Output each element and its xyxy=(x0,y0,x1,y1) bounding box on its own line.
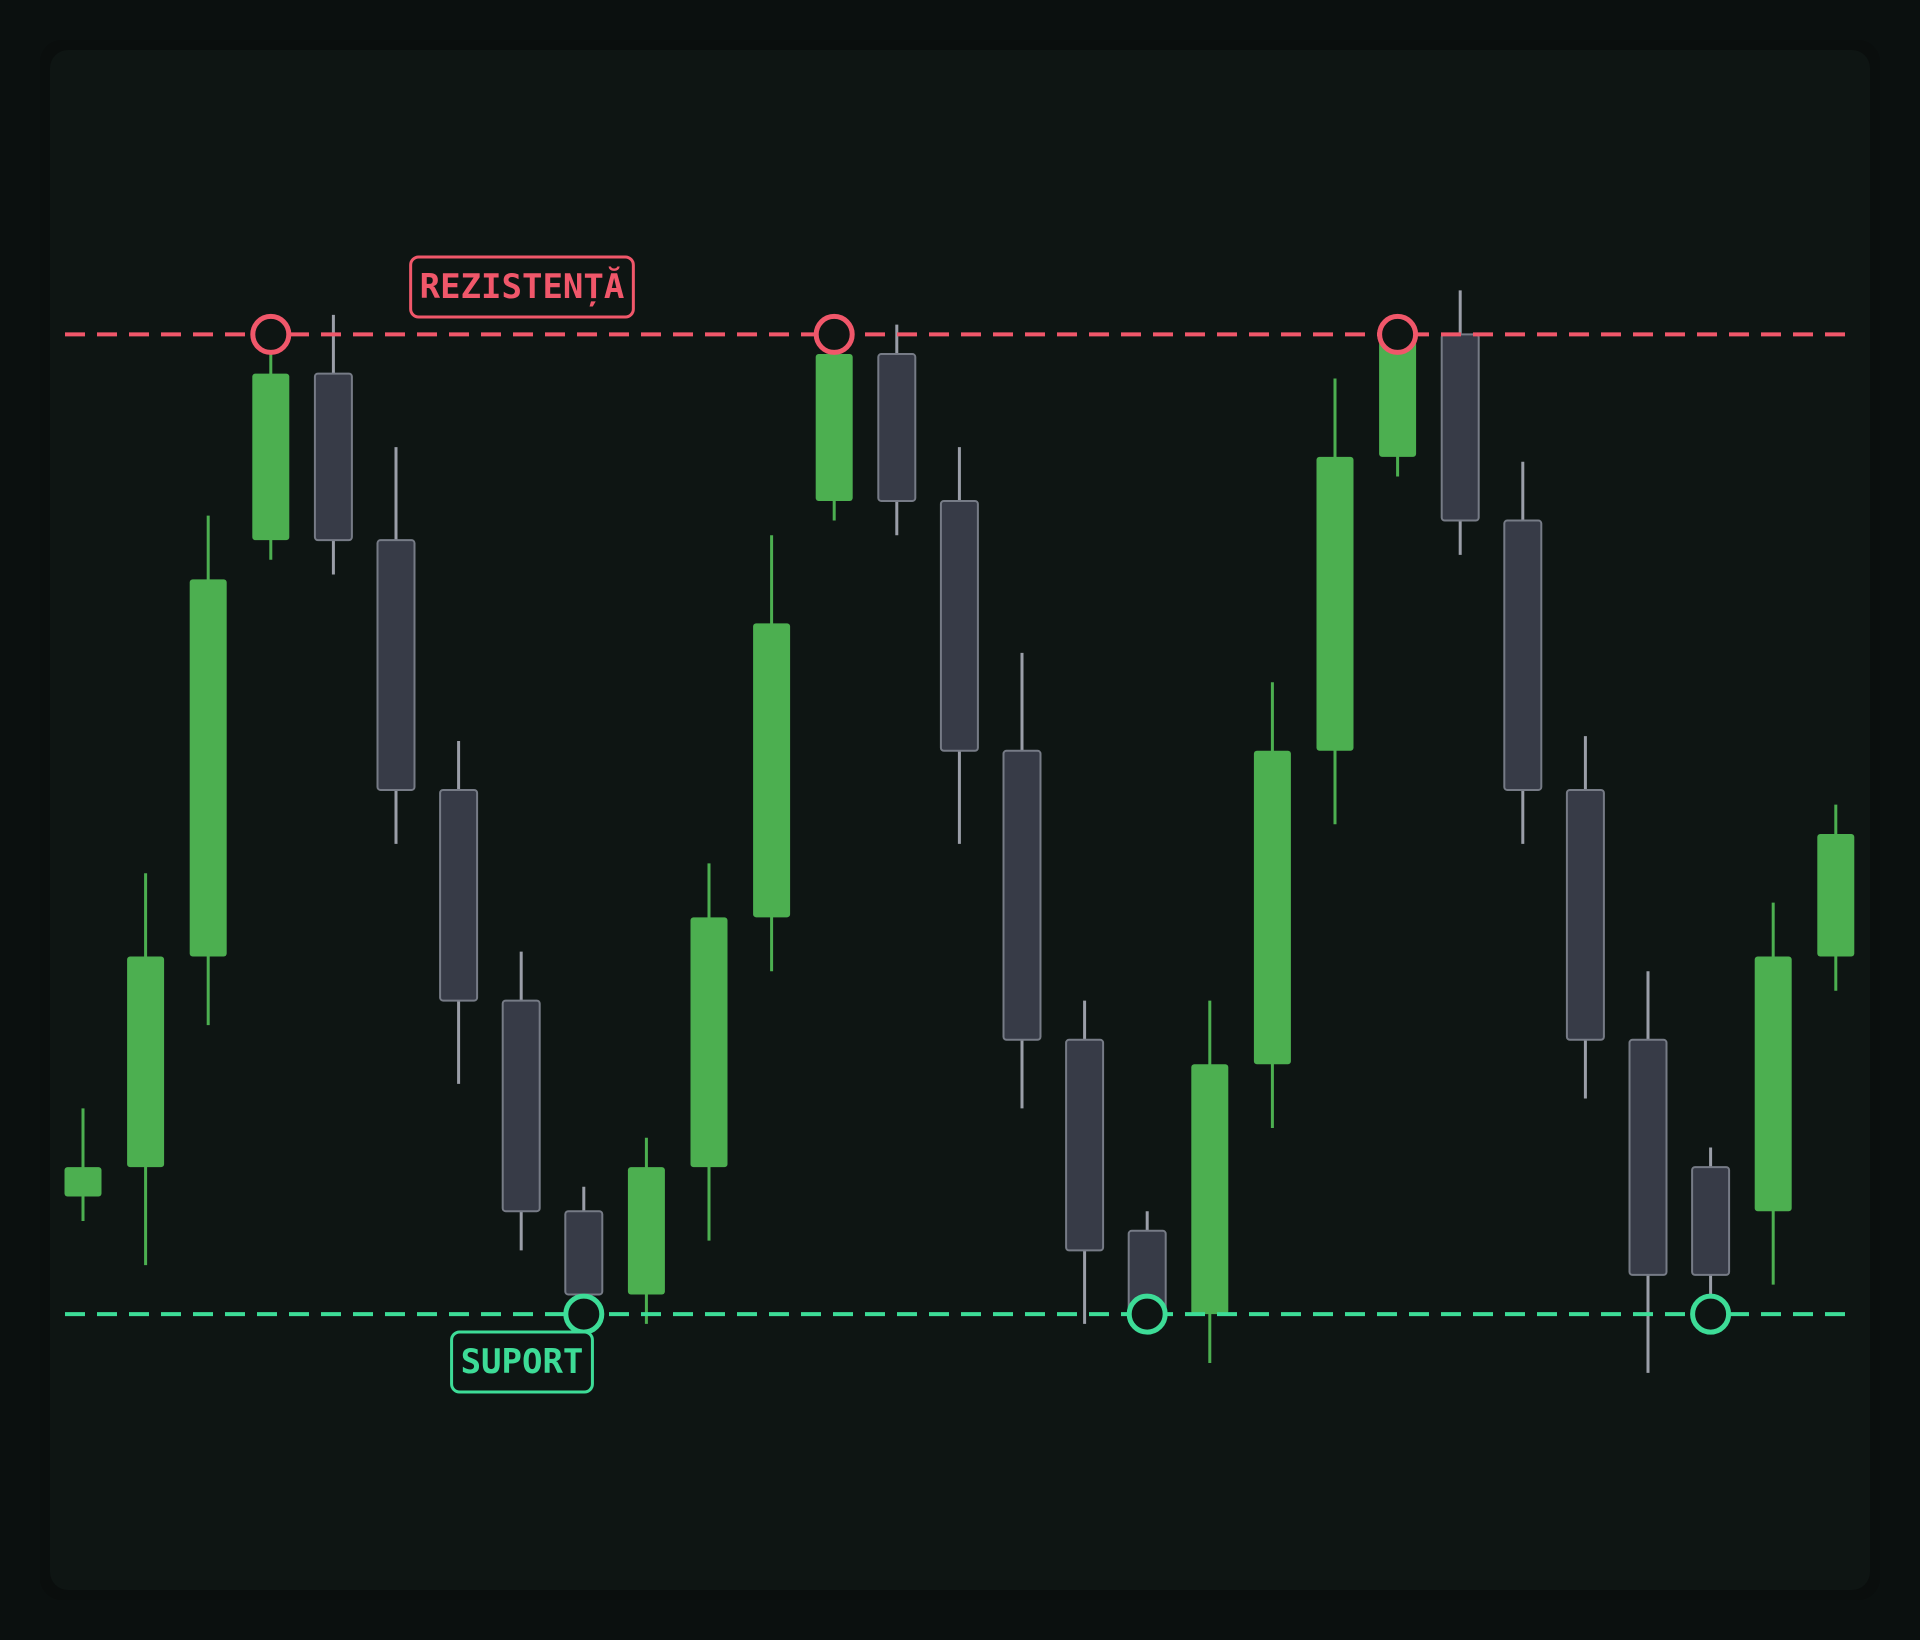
level-label: REZISTENȚĂ xyxy=(409,255,635,319)
candle-body-down xyxy=(1503,519,1543,791)
candle-body-down xyxy=(1565,788,1605,1041)
candle-body-up xyxy=(1379,334,1417,457)
candle-body-down xyxy=(564,1210,604,1296)
candle-body-up xyxy=(1253,750,1291,1065)
candle-body-down xyxy=(1628,1038,1668,1276)
level-label-text: SUPORT xyxy=(461,1342,584,1382)
level-label-text: REZISTENȚĂ xyxy=(420,266,625,307)
candle-body-up xyxy=(690,917,728,1168)
candle-body-up xyxy=(815,354,853,501)
candle-body-down xyxy=(1440,333,1480,522)
candle-body-up xyxy=(1817,834,1855,957)
candle-body-down xyxy=(939,499,979,752)
touch-marker xyxy=(813,313,855,355)
candle-body-down xyxy=(1065,1038,1105,1252)
candle-body-up xyxy=(189,579,227,957)
candle-body-down xyxy=(877,353,917,502)
touch-marker xyxy=(250,313,292,355)
candle-body-up xyxy=(1316,456,1354,751)
candle-body-up xyxy=(1191,1064,1229,1315)
candle-body-down xyxy=(313,372,353,542)
touch-marker xyxy=(1377,313,1419,355)
candle-body-down xyxy=(376,539,416,791)
candle-body-up xyxy=(627,1167,665,1295)
candle-body-up xyxy=(127,956,165,1168)
level-label-box xyxy=(450,1330,594,1394)
touch-marker xyxy=(563,1293,605,1335)
candle-body-up xyxy=(252,373,290,541)
candle-body-up xyxy=(64,1167,102,1197)
candle-body-up xyxy=(1754,956,1792,1212)
candle-body-down xyxy=(1002,749,1042,1041)
level-label: SUPORT xyxy=(450,1330,594,1394)
candle-body-down xyxy=(1691,1166,1731,1276)
level-label-box xyxy=(409,255,635,319)
candle-body-down xyxy=(439,788,479,1002)
touch-marker xyxy=(1126,1293,1168,1335)
candle-body-down xyxy=(501,999,541,1213)
touch-marker xyxy=(1690,1293,1732,1335)
candle-body-up xyxy=(753,623,791,918)
